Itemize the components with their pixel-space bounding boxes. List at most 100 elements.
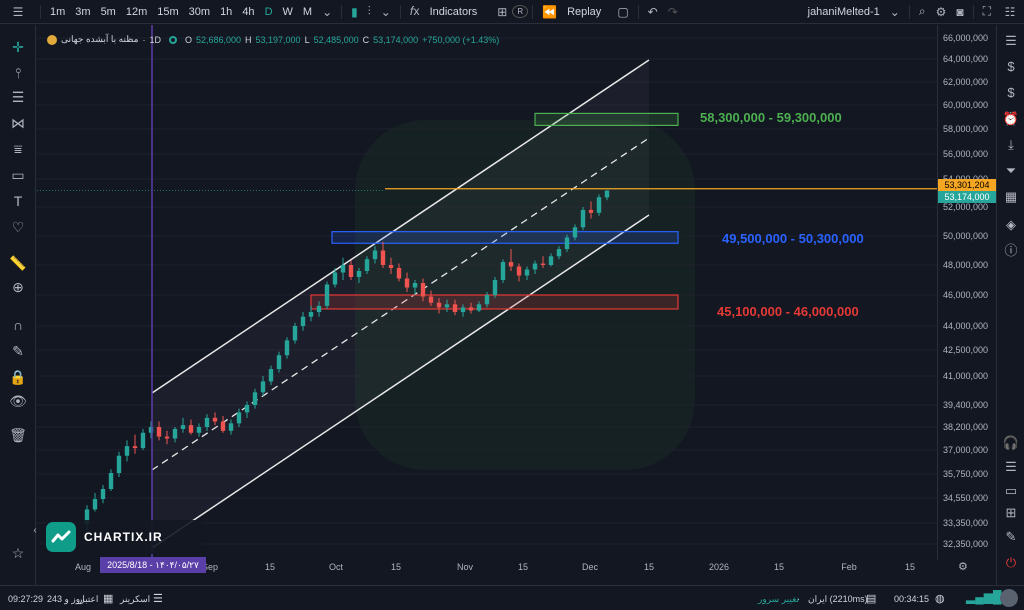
- grid-icon[interactable]: ⊞: [1005, 505, 1017, 520]
- timeframe-30m[interactable]: 30m: [188, 5, 211, 18]
- pitchfork-icon[interactable]: ⋈: [11, 115, 25, 131]
- timeframe-15m[interactable]: 15m: [157, 5, 179, 18]
- price-axis[interactable]: 66,000,000 64,000,000 62,000,000 60,000,000…: [937, 25, 996, 560]
- menu-icon[interactable]: ☰: [12, 4, 24, 19]
- trash-icon[interactable]: 🗑: [9, 427, 27, 443]
- chevron-down-icon[interactable]: ⌄: [380, 4, 391, 19]
- price-tick-label: 34,550,000: [942, 493, 988, 503]
- server-icon[interactable]: ▤: [866, 593, 877, 605]
- timeframe-1m[interactable]: 1m: [50, 5, 66, 18]
- star-icon[interactable]: ☆: [11, 545, 25, 561]
- chartix-text: CHARTIX.IR: [84, 530, 163, 544]
- zone-label-red: 45,100,000 - 46,000,000: [717, 304, 859, 319]
- price-zones[interactable]: [310, 112, 679, 310]
- replay-icon[interactable]: ⏪: [542, 4, 558, 19]
- zone-label-green: 58,300,000 - 59,300,000: [700, 110, 842, 125]
- ruler-icon[interactable]: 📏: [9, 255, 27, 271]
- chart-type-icon[interactable]: ⫶: [367, 4, 371, 18]
- chevron-down-icon[interactable]: ⌄: [322, 4, 333, 19]
- heart-icon[interactable]: ♡: [11, 219, 25, 235]
- timeframe-4h[interactable]: 4h: [242, 5, 255, 18]
- candle-body-24: [276, 355, 282, 370]
- candles-icon[interactable]: ▮: [351, 4, 358, 19]
- price-tick-label: 41,000,000: [942, 371, 988, 381]
- layout-name[interactable]: jahaniMelted-1: [807, 5, 880, 18]
- timezone-icon[interactable]: ◍: [935, 593, 945, 605]
- price-tick-label: 58,000,000: [942, 124, 988, 134]
- axis-settings-icon[interactable]: ⚙: [958, 561, 968, 573]
- time-axis[interactable]: Aug Sep 15 Oct 15 Nov 15 Dec 15 2026 15 Feb 15: [37, 560, 996, 574]
- screener-label[interactable]: اسکرینر: [120, 594, 151, 604]
- candle-body-34: [356, 271, 362, 277]
- indicators-icon[interactable]: 𝑓x: [409, 4, 420, 18]
- horizontal-line[interactable]: [37, 188, 937, 191]
- cursor-icon[interactable]: ⫯: [14, 65, 22, 81]
- alerts-icon[interactable]: ⏰: [1002, 111, 1020, 126]
- candle-body-48: [468, 307, 474, 311]
- crosshair-icon[interactable]: ✛: [12, 39, 24, 55]
- notes-icon[interactable]: ✎: [1005, 529, 1017, 544]
- candle-body-14: [196, 427, 202, 433]
- info-icon[interactable]: ⓘ: [1004, 243, 1018, 258]
- price-channel[interactable]: [151, 59, 650, 549]
- symbol-name[interactable]: مظنه با آبشده جهانی: [61, 34, 139, 44]
- server-change-button[interactable]: تغییر سرور: [758, 594, 799, 604]
- indicators-button[interactable]: Indicators: [429, 5, 478, 18]
- pencil-lock-icon[interactable]: ✎: [12, 343, 24, 359]
- price-tick-label: 33,350,000: [942, 518, 988, 528]
- timeframe-m[interactable]: M: [302, 5, 313, 18]
- fib-icon[interactable]: ⩸: [13, 141, 23, 157]
- download-icon[interactable]: ⤓: [1008, 137, 1014, 152]
- candle-body-42: [420, 283, 426, 297]
- undo-icon[interactable]: ↶: [647, 4, 658, 19]
- channel-lower-line: [151, 214, 650, 549]
- templates-icon[interactable]: ⊞: [497, 4, 508, 19]
- price-tick-label: 37,000,000: [942, 445, 988, 455]
- camera-icon[interactable]: ◙: [956, 4, 964, 19]
- user-avatar[interactable]: [1000, 589, 1018, 607]
- timeframe-5m[interactable]: 5m: [100, 5, 116, 18]
- candle-body-40: [404, 278, 410, 288]
- eye-icon[interactable]: 👁: [9, 393, 27, 409]
- calendar-icon[interactable]: ▦: [1004, 189, 1018, 204]
- candle-body-1: [92, 499, 98, 510]
- timeframe-3m[interactable]: 3m: [75, 5, 91, 18]
- card-icon[interactable]: ▭: [1004, 483, 1018, 498]
- power-icon[interactable]: ⏻: [1005, 555, 1017, 570]
- price-chart[interactable]: [37, 25, 937, 560]
- redo-icon[interactable]: ↷: [667, 4, 678, 19]
- replay-button[interactable]: Replay: [567, 5, 602, 18]
- fullscreen-icon[interactable]: ⛶: [982, 4, 991, 18]
- screener-icon[interactable]: ☰: [153, 593, 163, 605]
- watchlist-icon[interactable]: ☷: [1004, 4, 1016, 19]
- filter-icon[interactable]: ⏷: [1005, 163, 1017, 178]
- calendar-icon[interactable]: ▦: [103, 593, 114, 605]
- timeframe-w[interactable]: W: [282, 5, 293, 18]
- search-icon[interactable]: ⌕: [918, 4, 926, 18]
- timeframe-12m[interactable]: 12m: [125, 5, 148, 18]
- timeframe-1h[interactable]: 1h: [220, 5, 233, 18]
- timeframe-d[interactable]: D: [264, 5, 273, 18]
- dollar-icon[interactable]: $: [1007, 59, 1015, 74]
- dollar-alt-icon[interactable]: $: [1007, 85, 1015, 100]
- signal-bars-icon[interactable]: ▂▄▆█: [966, 590, 1002, 604]
- layers-icon[interactable]: ◈: [1006, 217, 1016, 232]
- square-icon[interactable]: ▢: [617, 4, 629, 19]
- zoom-icon[interactable]: ⊕: [12, 279, 24, 295]
- lock-icon[interactable]: 🔒: [9, 369, 27, 385]
- headset-icon[interactable]: 🎧: [1002, 435, 1020, 450]
- candle-body-7: [140, 432, 146, 449]
- candle-body-16: [212, 417, 218, 422]
- chevron-down-icon[interactable]: ⌄: [889, 4, 900, 19]
- text-icon[interactable]: T: [13, 193, 23, 209]
- candle-body-51: [492, 280, 498, 295]
- magnet-icon[interactable]: ∩: [12, 317, 24, 333]
- watchlist-icon[interactable]: ☰: [1005, 33, 1017, 48]
- trend-line-icon[interactable]: ☰: [11, 89, 25, 105]
- gear-icon[interactable]: ⚙: [935, 4, 947, 19]
- shapes-icon[interactable]: ▭: [11, 167, 25, 183]
- hotlist-icon[interactable]: ☰: [1005, 459, 1017, 474]
- r-badge[interactable]: R: [512, 5, 529, 18]
- zone-box-1: [331, 231, 679, 244]
- collapse-arrow-icon[interactable]: ‹: [33, 525, 37, 536]
